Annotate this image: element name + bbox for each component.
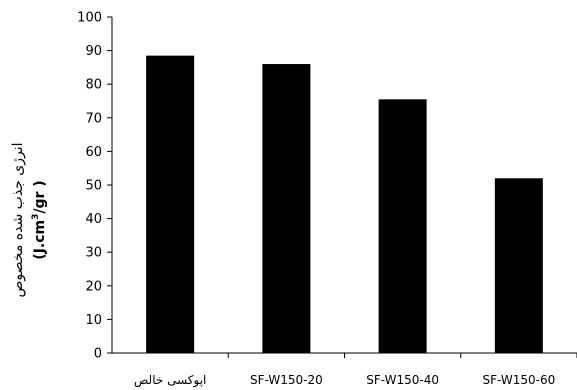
y-axis-unit: (J.cm3/gr ) [31, 180, 48, 259]
y-tick-label: 70 [85, 111, 102, 126]
y-tick-label: 30 [85, 246, 102, 261]
bar [146, 55, 195, 353]
y-axis-unit-superscript: 3 [31, 214, 41, 220]
y-axis-label: انرژی جذب شده مخصوص [10, 142, 26, 297]
y-tick-label: 90 [85, 44, 102, 59]
plot-area: 0 10 20 30 40 50 60 70 80 90 100 اپوکسی خالص SF-W150… [77, 11, 577, 388]
y-axis-unit-suffix: /gr ) [32, 180, 48, 213]
y-tick-label: 100 [77, 11, 102, 26]
y-tick-label: 0 [94, 347, 102, 362]
x-category-label: اپوکسی خالص [134, 373, 207, 388]
y-tick-label: 50 [85, 179, 102, 194]
y-axis-title: انرژی جذب شده مخصوص (J.cm3/gr ) [10, 142, 48, 297]
y-axis-unit-prefix: (J.cm [32, 220, 48, 260]
y-tick-label: 20 [85, 279, 102, 294]
y-tick-label: 40 [85, 212, 102, 227]
x-category-label: SF-W150-20 [250, 373, 323, 387]
x-category-label: SF-W150-60 [483, 373, 556, 387]
bar [378, 99, 427, 353]
y-tick-label: 10 [85, 313, 102, 328]
bar [262, 64, 311, 353]
y-tick-label: 80 [85, 78, 102, 93]
y-tick-label: 60 [85, 145, 102, 160]
x-category-label: SF-W150-40 [366, 373, 439, 387]
bar [494, 178, 543, 353]
